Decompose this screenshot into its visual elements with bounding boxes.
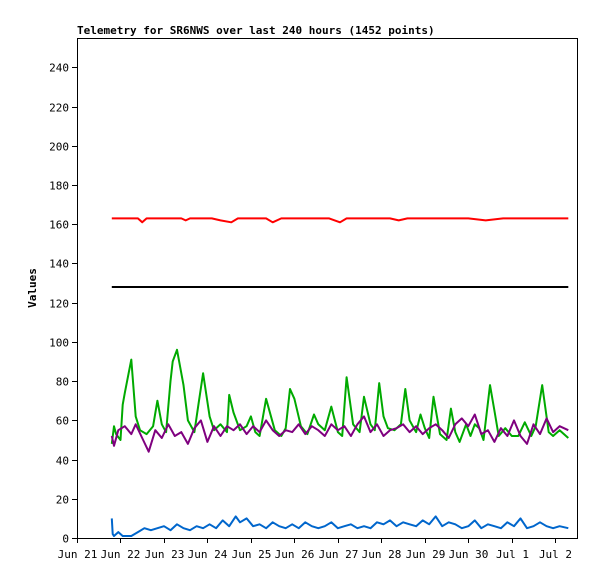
x-tick-label: Jun 26 bbox=[275, 548, 315, 561]
y-tick-label: 80 bbox=[56, 376, 69, 389]
x-axis: Jun 21 Jun 22 Jun 23 Jun 24 Jun 25 Jun 26 Jun … bbox=[58, 538, 572, 561]
y-axis-label: Values bbox=[26, 268, 39, 308]
x-tick-label: Jun 28 bbox=[362, 548, 402, 561]
x-tick-label: Jun 29 bbox=[406, 548, 446, 561]
y-tick-label: 160 bbox=[49, 219, 69, 232]
x-tick-label: Jun 27 bbox=[319, 548, 359, 561]
y-tick-label: 40 bbox=[56, 455, 69, 468]
y-axis: 0 20 40 60 80 100 120 140 160 180 200 220 240 bbox=[49, 62, 77, 546]
x-tick-label: Jul 1 bbox=[496, 548, 529, 561]
x-tick-label: Jun 30 bbox=[449, 548, 489, 561]
x-tick-label: Jun 21 bbox=[58, 548, 98, 561]
x-tick-label: Jun 25 bbox=[232, 548, 272, 561]
chart-title: Telemetry for SR6NWS over last 240 hours… bbox=[77, 24, 435, 37]
plot-frame bbox=[77, 38, 578, 539]
y-tick-label: 120 bbox=[49, 298, 69, 311]
y-tick-label: 240 bbox=[49, 62, 69, 75]
x-tick-label: Jul 2 bbox=[539, 548, 572, 561]
x-tick-label: Jun 22 bbox=[101, 548, 141, 561]
y-tick-label: 0 bbox=[62, 533, 69, 546]
y-tick-label: 140 bbox=[49, 258, 69, 271]
y-tick-label: 60 bbox=[56, 415, 69, 428]
series-line-1 bbox=[111, 217, 569, 224]
series-line-5 bbox=[110, 515, 569, 537]
y-tick-label: 20 bbox=[56, 494, 69, 507]
y-tick-label: 180 bbox=[49, 180, 69, 193]
y-tick-label: 100 bbox=[49, 337, 69, 350]
series-line-4 bbox=[110, 413, 569, 453]
x-tick-label: Jun 24 bbox=[188, 548, 228, 561]
y-tick-label: 220 bbox=[49, 102, 69, 115]
x-tick-label: Jun 23 bbox=[145, 548, 185, 561]
y-tick-label: 200 bbox=[49, 141, 69, 154]
series-layer bbox=[110, 217, 569, 537]
